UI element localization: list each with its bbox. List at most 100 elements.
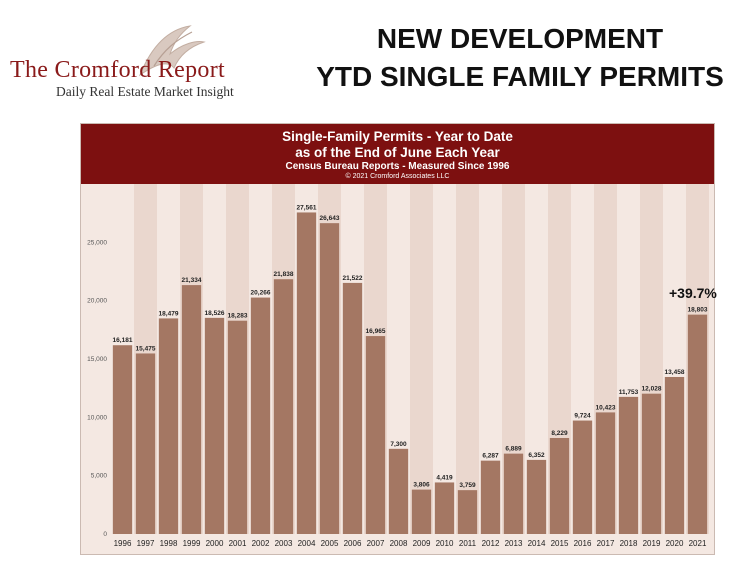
bar-value-label: 26,643	[320, 215, 340, 222]
x-tick-label: 2007	[367, 539, 385, 548]
y-tick-label: 10,000	[87, 414, 107, 421]
quill-swirl-icon	[138, 25, 206, 77]
bar-value-label: 21,838	[274, 271, 294, 278]
x-tick-label: 2017	[597, 539, 615, 548]
bar	[664, 376, 685, 534]
bar	[572, 420, 593, 534]
bar	[158, 318, 179, 534]
bar	[641, 393, 662, 534]
chart-copyright: © 2021 Cromford Associates LLC	[345, 173, 450, 180]
x-tick-label: 2011	[459, 539, 477, 548]
x-tick-label: 1996	[114, 539, 132, 548]
bar-value-label: 6,287	[482, 453, 499, 460]
x-tick-label: 1998	[160, 539, 178, 548]
bar	[549, 437, 570, 534]
x-tick-label: 2004	[298, 539, 316, 548]
x-tick-label: 2020	[666, 539, 684, 548]
y-tick-label: 15,000	[87, 356, 107, 363]
bar-value-label: 10,423	[596, 404, 616, 411]
x-tick-label: 2003	[275, 539, 293, 548]
chart-header: Single-Family Permits - Year to Date as …	[81, 124, 714, 184]
bar	[595, 412, 616, 534]
bar-value-label: 16,965	[366, 328, 386, 335]
bar	[181, 285, 202, 534]
headline-line-2: YTD SINGLE FAMILY PERMITS	[316, 61, 724, 92]
bar	[434, 482, 455, 534]
logo-tagline: Daily Real Estate Market Insight	[56, 84, 234, 99]
x-tick-label: 2019	[643, 539, 661, 548]
x-tick-label: 2002	[252, 539, 270, 548]
bar-value-label: 4,419	[436, 474, 453, 481]
bar	[480, 460, 501, 534]
bar	[457, 490, 478, 534]
x-tick-label: 2014	[528, 539, 546, 548]
column-stripe	[502, 184, 525, 534]
bar	[342, 282, 363, 534]
growth-annotation: +39.7%	[669, 285, 717, 301]
bar-value-label: 27,561	[297, 204, 317, 211]
bar	[112, 345, 133, 534]
bar	[296, 212, 317, 534]
y-tick-label: 20,000	[87, 298, 107, 305]
x-tick-label: 2001	[229, 539, 247, 548]
bar-value-label: 13,458	[665, 369, 685, 376]
bar	[618, 396, 639, 534]
bar-value-label: 20,266	[251, 290, 271, 297]
bar-value-label: 3,759	[459, 482, 476, 489]
bar	[319, 223, 340, 534]
column-stripe	[410, 184, 433, 534]
bar-value-label: 18,526	[205, 310, 225, 317]
bar-value-label: 11,753	[619, 389, 639, 396]
x-tick-label: 1997	[137, 539, 155, 548]
bar	[388, 448, 409, 534]
slide-headline: NEW DEVELOPMENT YTD SINGLE FAMILY PERMIT…	[290, 20, 750, 96]
bar-value-label: 21,522	[343, 275, 363, 282]
x-tick-label: 2000	[206, 539, 224, 548]
bar	[204, 317, 225, 534]
x-tick-label: 2015	[551, 539, 569, 548]
bar	[526, 459, 547, 534]
bar-value-label: 3,806	[413, 482, 430, 489]
bar-value-label: 18,283	[228, 313, 248, 320]
bar-value-label: 6,352	[528, 452, 545, 459]
x-tick-label: 2010	[436, 539, 454, 548]
bar	[273, 279, 294, 534]
chart-panel: Single-Family Permits - Year to Date as …	[80, 123, 715, 555]
y-tick-label: 25,000	[87, 239, 107, 246]
bar-value-label: 18,803	[688, 307, 708, 314]
chart-source: Census Bureau Reports - Measured Since 1…	[285, 161, 510, 172]
x-tick-label: 2018	[620, 539, 638, 548]
x-tick-label: 2009	[413, 539, 431, 548]
x-tick-label: 2021	[689, 539, 707, 548]
column-stripe	[456, 184, 479, 534]
bar	[687, 314, 708, 534]
logo-wordmark: The Cromford Report	[10, 57, 225, 83]
bar	[250, 297, 271, 534]
bar-value-label: 6,889	[505, 446, 522, 453]
bar-value-label: 18,479	[159, 310, 179, 317]
bar-value-label: 8,229	[551, 430, 568, 437]
chart-subtitle: as of the End of June Each Year	[295, 145, 500, 160]
x-tick-label: 2005	[321, 539, 339, 548]
bar-value-label: 16,181	[113, 337, 133, 344]
bar-value-label: 15,475	[136, 345, 156, 352]
bar	[411, 489, 432, 534]
headline-line-1: NEW DEVELOPMENT	[376, 23, 664, 54]
x-tick-label: 2016	[574, 539, 592, 548]
bar-value-label: 21,334	[182, 277, 202, 284]
x-tick-label: 2006	[344, 539, 362, 548]
x-tick-label: 2012	[482, 539, 500, 548]
x-tick-label: 1999	[183, 539, 201, 548]
bar-value-label: 7,300	[390, 441, 407, 448]
y-tick-label: 5,000	[91, 473, 108, 480]
bar	[365, 336, 386, 534]
bar	[135, 353, 156, 534]
bar-value-label: 9,724	[574, 413, 591, 420]
cromford-logo: The Cromford Report Daily Real Estate Ma…	[10, 20, 280, 110]
chart-title: Single-Family Permits - Year to Date	[282, 129, 513, 144]
y-tick-label: 0	[103, 531, 107, 538]
bar-value-label: 12,028	[642, 386, 662, 393]
x-tick-label: 2008	[390, 539, 408, 548]
bar-chart: 0 5,000 10,000 15,000 20,000 25,000 16,181 1996…	[87, 184, 709, 548]
x-tick-label: 2013	[505, 539, 523, 548]
